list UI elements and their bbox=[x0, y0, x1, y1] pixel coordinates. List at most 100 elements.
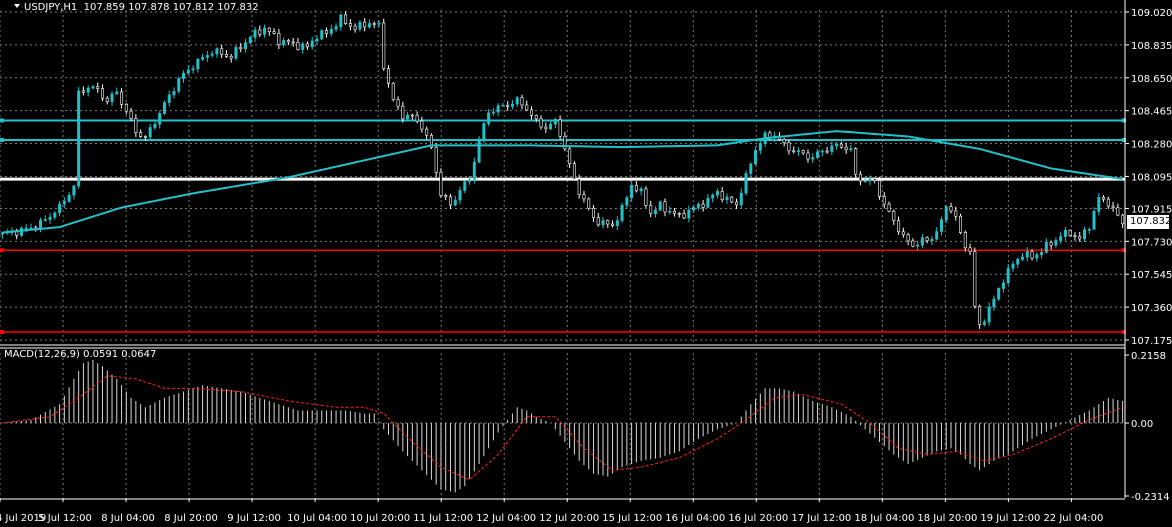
candle-body bbox=[734, 201, 738, 206]
candle-body bbox=[272, 31, 276, 34]
candle-body bbox=[863, 180, 867, 183]
candle-body bbox=[253, 29, 257, 38]
current-price-tag: 107.832 bbox=[1127, 215, 1171, 229]
time-tick-label: 18 Jul 04:00 bbox=[854, 513, 914, 524]
candle-body bbox=[501, 104, 505, 107]
candle-body bbox=[143, 136, 147, 138]
grid-lines bbox=[0, 10, 1125, 498]
candle-body bbox=[615, 220, 619, 226]
price-axis-ticks: 109.020 108.835 108.650 108.465 108.280 108.0… bbox=[1125, 8, 1172, 347]
candle-body bbox=[387, 68, 391, 84]
macd-values: 0.0591 0.0647 bbox=[83, 349, 157, 360]
candle-body bbox=[963, 232, 967, 249]
horizontal-levels[interactable] bbox=[0, 118, 1126, 334]
price-tick-label: 107.175 bbox=[1131, 336, 1172, 347]
candle-body bbox=[1011, 263, 1015, 269]
candle-body bbox=[949, 206, 953, 212]
candle-body bbox=[353, 25, 357, 30]
price-tick-label: 107.545 bbox=[1131, 270, 1172, 281]
candle-body bbox=[911, 240, 915, 247]
candle-body bbox=[534, 115, 538, 120]
candle-body bbox=[787, 142, 791, 152]
candle-body bbox=[811, 157, 815, 160]
candle-body bbox=[258, 29, 262, 35]
candle-body bbox=[277, 33, 281, 45]
candle-body bbox=[711, 194, 715, 199]
candle-body bbox=[649, 205, 653, 214]
candle-body bbox=[282, 40, 286, 45]
candle-body bbox=[320, 30, 324, 40]
candle-body bbox=[987, 306, 991, 323]
price-tick-label: 107.730 bbox=[1131, 237, 1172, 248]
candle-body bbox=[701, 203, 705, 208]
macd-tick-label: 0.2158 bbox=[1131, 351, 1166, 362]
candle-body bbox=[267, 27, 271, 33]
candle-body bbox=[301, 43, 305, 50]
candle-body bbox=[1082, 229, 1086, 240]
level-handle-right bbox=[1122, 138, 1126, 142]
collapse-arrow-icon[interactable] bbox=[14, 4, 20, 8]
candle-body bbox=[234, 47, 238, 59]
candle-body bbox=[191, 68, 195, 71]
candle-body bbox=[396, 99, 400, 107]
candle-body bbox=[477, 138, 481, 163]
candle-body bbox=[992, 298, 996, 308]
candle-body bbox=[673, 210, 677, 214]
candle-body bbox=[730, 196, 734, 203]
candle-body bbox=[630, 185, 634, 198]
candle-body bbox=[120, 91, 124, 105]
candle-body bbox=[606, 220, 610, 225]
candle-body bbox=[1040, 251, 1044, 255]
candle-body bbox=[105, 97, 109, 102]
candle-body bbox=[444, 195, 448, 198]
time-tick-label: 17 Jul 12:00 bbox=[791, 513, 851, 524]
candle-body bbox=[577, 178, 581, 196]
candle-body bbox=[162, 102, 166, 114]
candle-body bbox=[487, 112, 491, 124]
candle-body bbox=[625, 197, 629, 206]
candles bbox=[0, 11, 1125, 329]
candle-body bbox=[215, 48, 219, 55]
macd-header: MACD(12,26,9) 0.0591 0.0647 bbox=[4, 349, 156, 360]
candle-body bbox=[620, 204, 624, 221]
candle-body bbox=[973, 251, 977, 307]
candle-body bbox=[182, 72, 186, 79]
candle-body bbox=[968, 247, 972, 252]
candle-body bbox=[611, 223, 615, 226]
macd-signal-line bbox=[2, 375, 1123, 481]
candle-body bbox=[539, 118, 543, 128]
candle-body bbox=[939, 219, 943, 232]
candle-body bbox=[515, 97, 519, 105]
candle-body bbox=[406, 114, 410, 120]
candle-body bbox=[801, 150, 805, 154]
candle-body bbox=[715, 191, 719, 196]
candle-body bbox=[334, 26, 338, 30]
candle-body bbox=[91, 86, 95, 89]
candle-body bbox=[401, 105, 405, 120]
candle-body bbox=[448, 196, 452, 206]
candle-body bbox=[205, 55, 209, 58]
candle-body bbox=[1006, 268, 1010, 284]
candle-body bbox=[997, 288, 1001, 300]
candle-body bbox=[472, 161, 476, 180]
candle-body bbox=[186, 69, 190, 74]
candle-body bbox=[591, 207, 595, 218]
candle-body bbox=[677, 213, 681, 215]
candle-body bbox=[220, 48, 224, 55]
candle-body bbox=[596, 217, 600, 226]
candle-body bbox=[854, 148, 858, 175]
candle-body bbox=[491, 111, 495, 114]
candle-body bbox=[892, 210, 896, 221]
candle-body bbox=[29, 227, 33, 230]
candle-body bbox=[425, 128, 429, 136]
candle-body bbox=[1021, 256, 1025, 260]
candle-body bbox=[549, 123, 553, 130]
candle-body bbox=[96, 86, 100, 89]
candle-body bbox=[458, 190, 462, 201]
candle-body bbox=[229, 55, 233, 59]
candle-body bbox=[434, 147, 438, 173]
macd-tick-label: 0.00 bbox=[1131, 419, 1153, 430]
candle-body bbox=[844, 146, 848, 150]
candle-body bbox=[53, 212, 57, 218]
